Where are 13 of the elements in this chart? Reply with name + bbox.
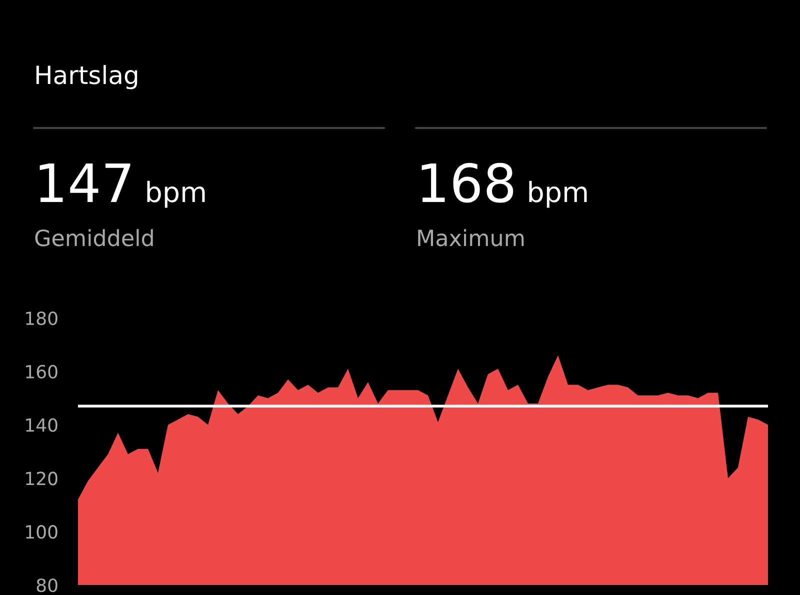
text: 147: [40, 164, 130, 202]
y-tick-label: 160: [26, 364, 58, 379]
text: bpm: [147, 180, 205, 208]
y-tick-label: 80: [36, 578, 58, 592]
y-tick-label: 140: [26, 418, 58, 432]
text: bpm: [529, 180, 587, 208]
chart-title: Hartslag: [36, 65, 138, 90]
y-tick-label: 120: [26, 472, 58, 486]
y-tick-label: 100: [26, 525, 58, 539]
text: Gemiddeld: [35, 229, 153, 246]
text: 168: [422, 162, 514, 203]
text: Maximum: [418, 229, 524, 246]
y-tick-label: 180: [26, 311, 58, 326]
